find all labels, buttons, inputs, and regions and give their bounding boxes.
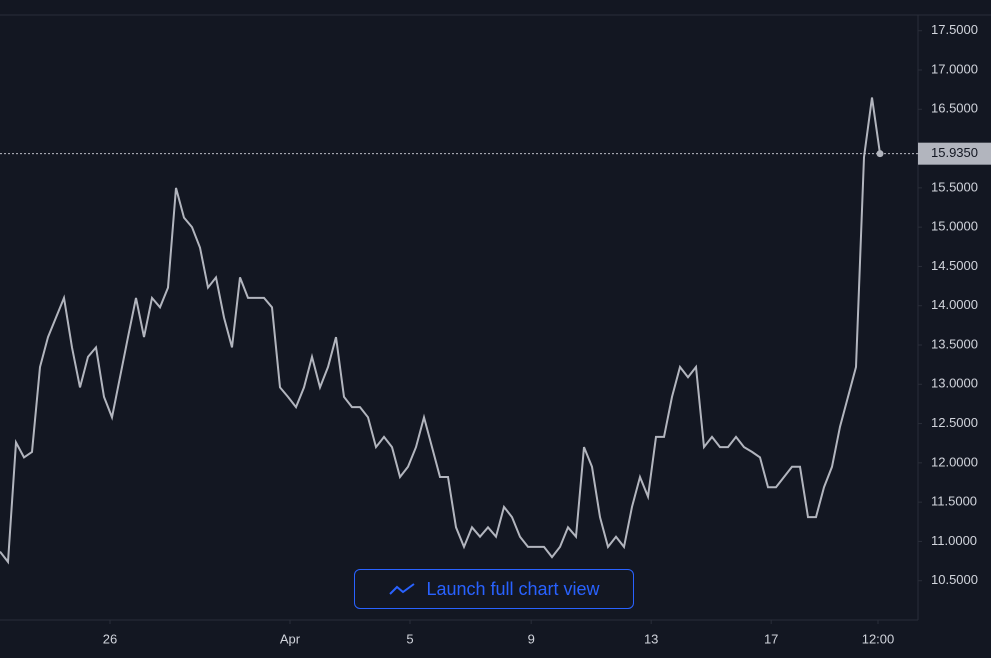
x-tick-label: 5 bbox=[406, 631, 413, 646]
y-tick-label: 11.0000 bbox=[931, 533, 977, 548]
button-label: Launch full chart view bbox=[426, 578, 600, 599]
x-tick-label: 12:00 bbox=[862, 631, 895, 646]
y-tick-label: 11.5000 bbox=[931, 494, 977, 509]
last-price-label: 15.9350 bbox=[931, 145, 978, 160]
y-tick-label: 15.0000 bbox=[931, 219, 978, 234]
y-tick-label: 16.5000 bbox=[931, 101, 978, 116]
y-tick-label: 14.0000 bbox=[931, 297, 978, 312]
y-tick-label: 13.5000 bbox=[931, 336, 978, 351]
x-tick-label: Apr bbox=[280, 631, 301, 646]
x-tick-label: 13 bbox=[644, 631, 658, 646]
last-point bbox=[876, 150, 884, 158]
launch-button[interactable]: Launch full chart view bbox=[354, 569, 634, 609]
x-tick-label: 9 bbox=[528, 631, 535, 646]
y-tick-label: 10.5000 bbox=[931, 572, 978, 587]
y-tick-label: 17.0000 bbox=[931, 61, 978, 76]
price-line bbox=[0, 97, 881, 565]
y-tick-label: 12.5000 bbox=[931, 415, 978, 430]
x-tick-label: 17 bbox=[764, 631, 778, 646]
y-tick-label: 17.5000 bbox=[931, 22, 978, 37]
y-tick-label: 15.5000 bbox=[931, 179, 978, 194]
last-price-box bbox=[918, 142, 991, 165]
y-tick-label: 14.5000 bbox=[931, 258, 978, 273]
y-tick-label: 12.0000 bbox=[931, 454, 978, 469]
y-tick-label: 13.0000 bbox=[931, 376, 978, 391]
x-tick-label: 26 bbox=[103, 631, 117, 646]
chart-icon bbox=[389, 583, 416, 595]
